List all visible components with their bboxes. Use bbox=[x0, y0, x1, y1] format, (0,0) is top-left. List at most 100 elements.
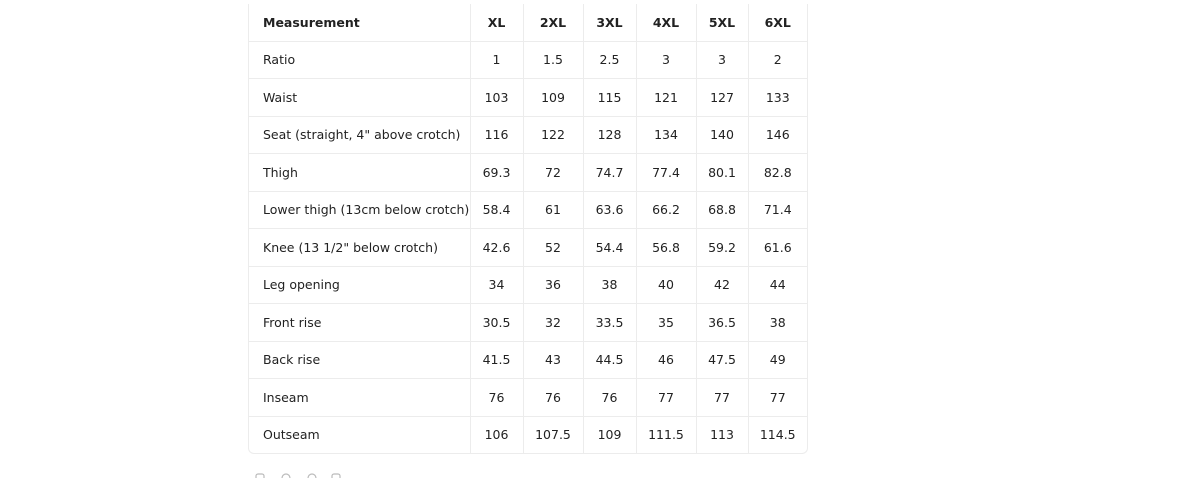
row-label: Thigh bbox=[249, 153, 470, 192]
cell: 114.5 bbox=[747, 416, 807, 453]
cell: 109 bbox=[582, 416, 636, 453]
cell: 106 bbox=[469, 416, 523, 453]
cell: 68.8 bbox=[695, 191, 748, 229]
cell: 38 bbox=[582, 266, 636, 304]
cell: 36 bbox=[522, 266, 583, 304]
header-cell: 5XL bbox=[695, 4, 748, 42]
toolbar bbox=[255, 473, 341, 478]
cell: 44.5 bbox=[582, 341, 636, 379]
cell: 146 bbox=[747, 116, 807, 154]
cell: 30.5 bbox=[469, 303, 523, 342]
cell: 32 bbox=[522, 303, 583, 342]
cell: 133 bbox=[747, 78, 807, 117]
cell: 113 bbox=[695, 416, 748, 453]
like-icon[interactable] bbox=[281, 473, 291, 478]
cell: 33.5 bbox=[582, 303, 636, 342]
cell: 134 bbox=[635, 116, 696, 154]
table-row: Waist 103 109 115 121 127 133 bbox=[249, 78, 807, 117]
cell: 42 bbox=[695, 266, 748, 304]
row-label: Lower thigh (13cm below crotch) bbox=[249, 191, 470, 229]
cell: 35 bbox=[635, 303, 696, 342]
header-cell: 6XL bbox=[747, 4, 807, 42]
cell: 76 bbox=[522, 378, 583, 417]
cell: 40 bbox=[635, 266, 696, 304]
cell: 109 bbox=[522, 78, 583, 117]
cell: 43 bbox=[522, 341, 583, 379]
header-cell: Measurement bbox=[249, 4, 470, 42]
header-cell: 3XL bbox=[582, 4, 636, 42]
row-label: Seat (straight, 4" above crotch) bbox=[249, 116, 470, 154]
cell: 77 bbox=[635, 378, 696, 417]
header-cell: XL bbox=[469, 4, 523, 42]
table-row: Leg opening 34 36 38 40 42 44 bbox=[249, 266, 807, 304]
table-row: Thigh 69.3 72 74.7 77.4 80.1 82.8 bbox=[249, 153, 807, 192]
cell: 76 bbox=[582, 378, 636, 417]
cell: 116 bbox=[469, 116, 523, 154]
size-table: Measurement XL 2XL 3XL 4XL 5XL 6XL Ratio 1 1.5 2.… bbox=[249, 4, 807, 453]
cell: 77.4 bbox=[635, 153, 696, 192]
dislike-icon[interactable] bbox=[307, 473, 317, 478]
cell: 36.5 bbox=[695, 303, 748, 342]
cell: 80.1 bbox=[695, 153, 748, 192]
table-row: Knee (13 1/2" below crotch) 42.6 52 54.4 56.… bbox=[249, 228, 807, 267]
header-cell: 2XL bbox=[522, 4, 583, 42]
row-label: Back rise bbox=[249, 341, 470, 379]
cell: 111.5 bbox=[635, 416, 696, 453]
cell: 115 bbox=[582, 78, 636, 117]
cell: 42.6 bbox=[469, 228, 523, 267]
table-row: Outseam 106 107.5 109 111.5 113 114.5 bbox=[249, 416, 807, 453]
cell: 121 bbox=[635, 78, 696, 117]
cell: 66.2 bbox=[635, 191, 696, 229]
cell: 3 bbox=[635, 41, 696, 79]
cell: 77 bbox=[695, 378, 748, 417]
cell: 59.2 bbox=[695, 228, 748, 267]
cell: 1 bbox=[469, 41, 523, 79]
cell: 54.4 bbox=[582, 228, 636, 267]
cell: 127 bbox=[695, 78, 748, 117]
cell: 61.6 bbox=[747, 228, 807, 267]
copy-icon[interactable] bbox=[255, 473, 265, 478]
row-label: Outseam bbox=[263, 427, 320, 443]
cell: 56.8 bbox=[635, 228, 696, 267]
cell: 140 bbox=[695, 116, 748, 154]
cell: 77 bbox=[747, 378, 807, 417]
cell: 1.5 bbox=[522, 41, 583, 79]
table-row: Seat (straight, 4" above crotch) 116 122 12… bbox=[249, 116, 807, 154]
row-label: Knee (13 1/2" below crotch) bbox=[249, 228, 470, 267]
cell: 46 bbox=[635, 341, 696, 379]
row-label: Front rise bbox=[249, 303, 470, 342]
row-label: Inseam bbox=[249, 378, 470, 417]
cell: 82.8 bbox=[747, 153, 807, 192]
row-label: Ratio bbox=[249, 41, 470, 79]
cell: 52 bbox=[522, 228, 583, 267]
cell: 2 bbox=[747, 41, 807, 79]
table-row: Inseam 76 76 76 77 77 77 bbox=[249, 378, 807, 417]
table-row: Back rise 41.5 43 44.5 46 47.5 49 bbox=[249, 341, 807, 379]
header-row: Measurement XL 2XL 3XL 4XL 5XL 6XL bbox=[249, 4, 807, 42]
cell: 69.3 bbox=[469, 153, 523, 192]
cell: 44 bbox=[747, 266, 807, 304]
cell: 47.5 bbox=[695, 341, 748, 379]
row-label: Waist bbox=[249, 78, 470, 117]
table-container: Measurement XL 2XL 3XL 4XL 5XL 6XL Ratio 1 1.5 2.… bbox=[248, 4, 808, 454]
cell: 38 bbox=[747, 303, 807, 342]
cell: 71.4 bbox=[747, 191, 807, 229]
cell: 122 bbox=[522, 116, 583, 154]
cell: 41.5 bbox=[469, 341, 523, 379]
share-icon[interactable] bbox=[331, 473, 341, 478]
row-label: Leg opening bbox=[249, 266, 470, 304]
cell: 49 bbox=[747, 341, 807, 379]
cell: 107.5 bbox=[522, 416, 583, 453]
table-row: Lower thigh (13cm below crotch) 58.4 61 63.… bbox=[249, 191, 807, 229]
cell: 34 bbox=[469, 266, 523, 304]
cell: 63.6 bbox=[582, 191, 636, 229]
cell: 3 bbox=[695, 41, 748, 79]
table-row: Ratio 1 1.5 2.5 3 3 2 bbox=[249, 41, 807, 79]
cell: 103 bbox=[469, 78, 523, 117]
cell: 74.7 bbox=[582, 153, 636, 192]
cell: 128 bbox=[582, 116, 636, 154]
cell: 2.5 bbox=[582, 41, 636, 79]
cell: 61 bbox=[522, 191, 583, 229]
cell: 76 bbox=[469, 378, 523, 417]
